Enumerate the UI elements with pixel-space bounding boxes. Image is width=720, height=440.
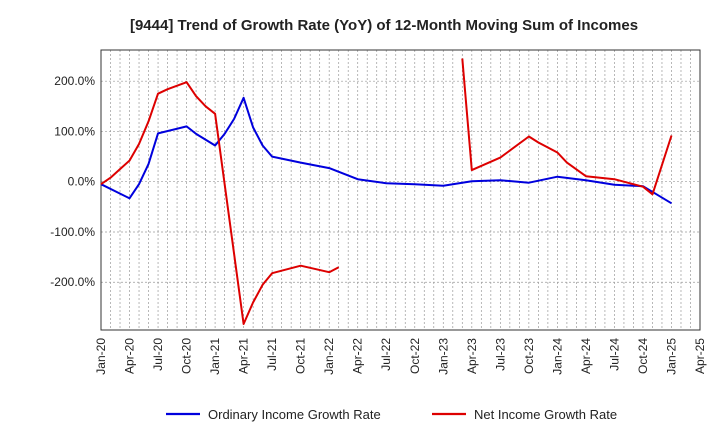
x-tick-label: Jan-22 (322, 338, 336, 375)
x-tick-label: Apr-25 (693, 338, 707, 374)
y-tick-label: 100.0% (54, 124, 95, 138)
x-tick-label: Jan-24 (550, 338, 564, 375)
plot-frame (100, 49, 701, 331)
x-tick-label: Jul-24 (607, 338, 621, 371)
x-tick-label: Apr-24 (579, 338, 593, 374)
x-tick-label: Jan-20 (94, 338, 108, 375)
y-tick-label: 0.0% (68, 175, 96, 189)
series-line-ordinary-income (100, 96, 673, 205)
x-tick-label: Jan-23 (436, 338, 450, 375)
x-tick-label: Jan-21 (208, 338, 222, 375)
x-tick-label: Jul-22 (379, 338, 393, 371)
x-tick-label: Oct-21 (294, 338, 308, 374)
axis-layer: Jan-20 Apr-20 Jul-20 Oct-20 Jan-21 Apr-21 Jul-… (50, 49, 707, 375)
legend: Ordinary Income Growth Rate Net Income Gr… (166, 407, 617, 422)
x-tick-label: Apr-23 (465, 338, 479, 374)
grid-layer (100, 50, 701, 330)
x-tick-label: Jan-25 (664, 338, 678, 375)
x-tick-label: Jul-20 (151, 338, 165, 371)
y-tick-label: -200.0% (50, 275, 95, 289)
y-tick-label: -100.0% (50, 225, 95, 239)
series-line-net-income (461, 58, 673, 196)
x-tick-label: Apr-21 (237, 338, 251, 374)
series-layer (100, 58, 673, 325)
x-tick-label: Oct-24 (636, 338, 650, 374)
x-tick-label: Jul-21 (265, 338, 279, 371)
legend-label: Ordinary Income Growth Rate (208, 407, 381, 422)
x-tick-label: Apr-20 (123, 338, 137, 374)
x-tick-label: Oct-22 (408, 338, 422, 374)
x-tick-label: Oct-20 (180, 338, 194, 374)
x-tick-label: Oct-23 (522, 338, 536, 374)
series-line-net-income (100, 81, 340, 325)
x-tick-label: Apr-22 (351, 338, 365, 374)
legend-label: Net Income Growth Rate (474, 407, 617, 422)
y-tick-label: 200.0% (54, 74, 95, 88)
chart-title: [9444] Trend of Growth Rate (YoY) of 12-… (130, 17, 638, 34)
x-tick-label: Jul-23 (493, 338, 507, 371)
